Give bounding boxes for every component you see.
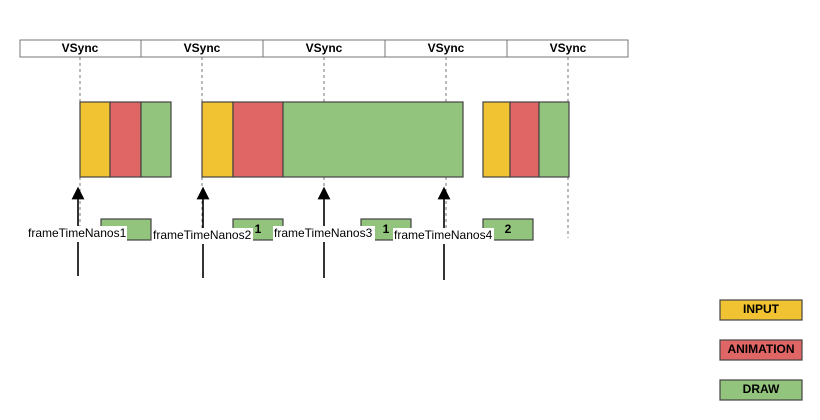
vsync-label: VSync (62, 41, 99, 55)
animation-segment (509, 101, 540, 178)
legend: INPUT ANIMATION DRAW (719, 299, 803, 401)
queue-count: 1 (383, 222, 390, 236)
label-bg (393, 228, 494, 244)
draw-segment (282, 101, 464, 178)
legend-swatch (719, 339, 803, 361)
animation-segment (109, 101, 142, 178)
queue-count: 2 (505, 222, 512, 236)
legend-label: DRAW (743, 382, 780, 396)
frames (79, 101, 570, 178)
arrows: frameTimeNanos1 frameTimeNanos2 frameTim… (27, 186, 494, 280)
input-segment (79, 101, 111, 178)
animation-segment (232, 101, 284, 178)
draw-segment (140, 101, 172, 178)
vsync-label: VSync (550, 41, 587, 55)
draw-segment (538, 101, 570, 178)
input-segment (201, 101, 234, 178)
frame-time-label: frameTimeNanos4 (394, 228, 493, 242)
frame-time-label: frameTimeNanos1 (28, 226, 127, 240)
frame-time-label: frameTimeNanos3 (274, 226, 373, 240)
vsync-bar: VSync VSync VSync VSync VSync (19, 39, 629, 58)
legend-label: ANIMATION (727, 342, 794, 356)
legend-swatch (719, 299, 803, 321)
frame-time-label: frameTimeNanos2 (153, 228, 252, 242)
input-segment (482, 101, 511, 178)
vsync-label: VSync (428, 41, 465, 55)
label-bg (152, 228, 253, 244)
vsync-label: VSync (306, 41, 343, 55)
label-bg (273, 226, 375, 242)
legend-swatch (719, 379, 803, 401)
vsync-label: VSync (184, 41, 221, 55)
queue-count: 1 (255, 222, 262, 236)
legend-label: INPUT (743, 302, 780, 316)
label-bg (27, 226, 127, 242)
